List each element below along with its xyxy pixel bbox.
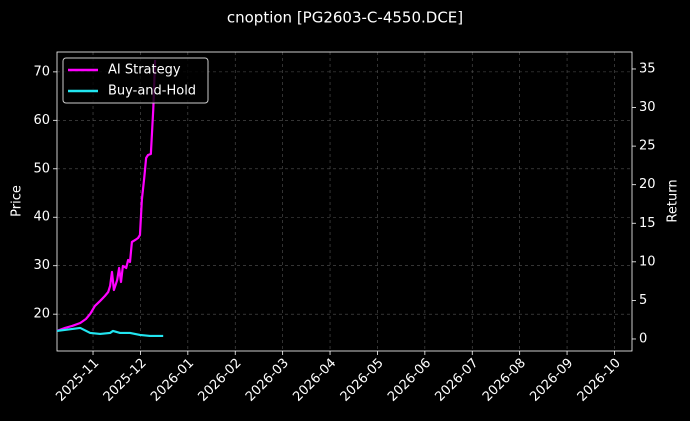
y2-axis-label: Return xyxy=(666,179,681,222)
x-tick-label: 2026-06 xyxy=(385,356,434,405)
x-tick-label: 2026-10 xyxy=(575,356,624,405)
x-tick-label: 2026-09 xyxy=(527,356,576,405)
x-tick-label: 2025-11 xyxy=(53,356,102,405)
y2-tick-label: 25 xyxy=(639,139,656,154)
y2-tick-label: 10 xyxy=(639,254,656,269)
x-tick-label: 2026-02 xyxy=(196,356,245,405)
chart-title: cnoption [PG2603-C-4550.DCE] xyxy=(227,9,463,27)
legend-label: Buy-and-Hold xyxy=(108,84,196,99)
x-tick-label: 2026-05 xyxy=(338,356,387,405)
y2-tick-label: 30 xyxy=(639,100,656,115)
plot-frame xyxy=(56,51,633,352)
series-line xyxy=(56,59,157,332)
x-tick-label: 2026-03 xyxy=(243,356,292,405)
y-tick-label: 50 xyxy=(33,161,50,176)
y2-tick-label: 5 xyxy=(639,293,647,308)
x-tick-label: 2026-08 xyxy=(480,356,529,405)
y-tick-label: 30 xyxy=(33,258,50,273)
y-tick-label: 20 xyxy=(33,307,50,322)
x-tick-label: 2026-07 xyxy=(433,356,482,405)
y2-tick-label: 20 xyxy=(639,177,656,192)
legend-box xyxy=(62,57,209,104)
y2-tick-label: 15 xyxy=(639,216,656,231)
y-axis-label: Price xyxy=(10,185,25,217)
legend-label: AI Strategy xyxy=(108,63,181,78)
y2-tick-label: 0 xyxy=(639,331,647,346)
y2-tick-label: 35 xyxy=(639,61,656,76)
series-line xyxy=(56,326,164,338)
x-tick-label: 2025-12 xyxy=(101,356,150,405)
x-tick-label: 2026-04 xyxy=(290,356,339,405)
y-tick-label: 40 xyxy=(33,210,50,225)
y-tick-label: 60 xyxy=(33,113,50,128)
x-tick-label: 2026-01 xyxy=(148,356,197,405)
y-tick-label: 70 xyxy=(33,64,50,79)
